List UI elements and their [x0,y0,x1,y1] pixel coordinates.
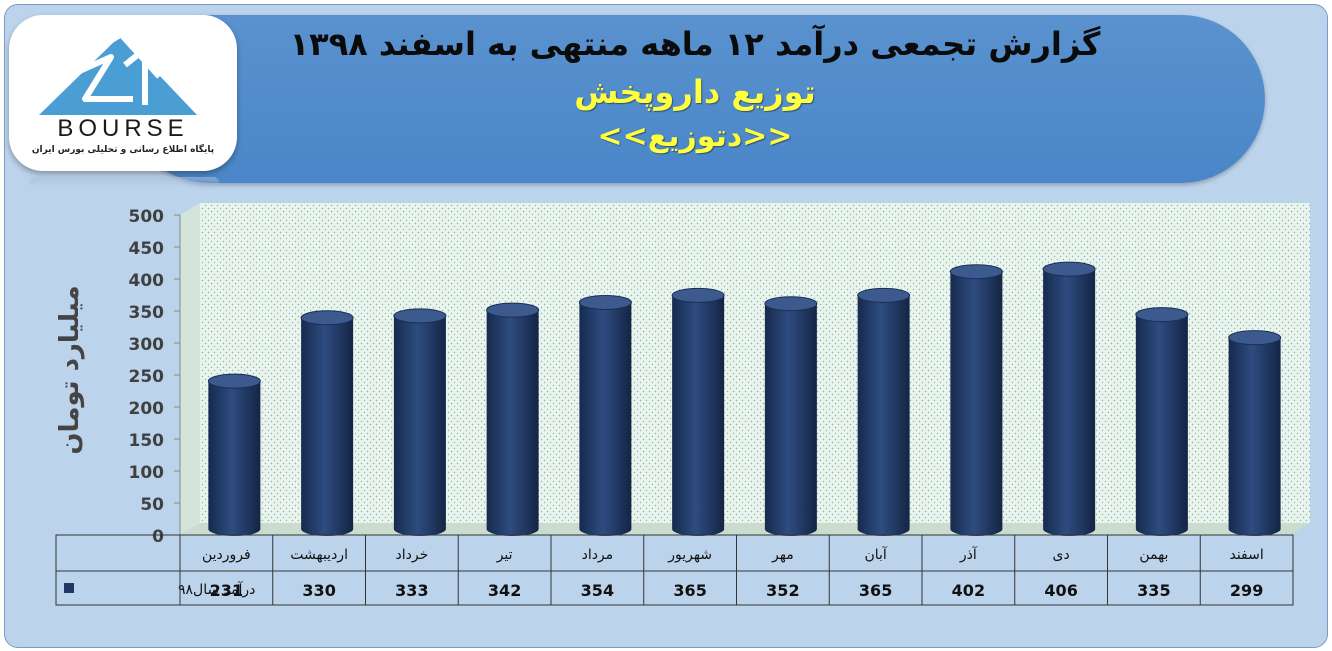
category-label: آذر [959,546,978,563]
bar-top [393,308,447,324]
data-value-label: 354 [581,581,614,600]
bar [393,315,446,536]
data-value-label: 342 [488,581,521,600]
category-label: دی [1053,547,1070,563]
bar-top [1135,307,1189,323]
category-label: مهر [771,547,794,563]
data-value-label: 365 [673,581,706,600]
logo-mark-icon [39,31,197,115]
bar [950,271,1003,537]
y-tick-label: 450 [129,239,165,259]
data-value-label: 365 [859,581,892,600]
y-tick-label: 400 [129,271,165,291]
y-tick-label: 50 [140,495,164,515]
category-label: بهمن [1139,547,1168,563]
bars [207,261,1282,537]
bar [301,317,354,537]
bar-top [486,302,540,318]
bar-top [207,373,261,389]
company-name: توزیع داروپخش [574,73,816,111]
bar [672,295,725,537]
bar [1043,269,1096,537]
legend-label: درآمد سال۹۸ [178,581,255,598]
y-axis: 0 50 100 150 200 250 300 350 400 450 500 [129,207,181,547]
data-value-label: 406 [1044,581,1077,600]
logo-wordmark: BOURSE [57,115,189,142]
bar-top [949,264,1003,280]
category-label: مرداد [582,547,614,563]
category-label: فروردین [202,547,251,563]
bar [764,303,817,537]
y-tick-label: 500 [129,207,165,227]
bar-top [300,310,354,326]
data-table: درآمد سال۹۸ فروردین 231 اردیبهشت 330 خرداد 33… [55,534,1294,606]
plot-side-wall [180,203,200,535]
y-tick-label: 150 [129,431,165,451]
legend-swatch-icon [64,583,74,593]
y-tick-label: 100 [129,463,165,483]
y-axis-label: میلیارد تومان [55,285,85,454]
bar [1228,337,1281,537]
bar [857,295,910,537]
data-table-frame [55,534,1294,606]
bar-top [578,294,632,310]
bar [208,381,261,537]
data-value-label: 352 [766,581,799,600]
data-value-label: 330 [302,581,335,600]
y-tick-label: 200 [129,399,165,419]
category-label: اردیبهشت [290,547,348,563]
y-tick-label: 250 [129,367,165,387]
data-value-label: 333 [395,581,428,600]
data-value-label: 231 [210,581,243,600]
bar-top [857,287,911,303]
plot-floor [180,523,1310,535]
bar-top [1228,330,1282,346]
ticker-symbol: <<دتوزیع>> [597,119,793,154]
data-value-label: 335 [1137,581,1170,600]
logo-reflection [29,177,219,189]
category-label: خرداد [396,547,429,563]
bar [1135,314,1188,537]
bar [486,310,539,537]
bar-top [1042,261,1096,277]
logo: BOURSE پایگاه اطلاع رسانی و تحلیلی بورس … [9,15,237,171]
bar-top [764,296,818,312]
category-label: تیر [496,547,513,563]
logo-tagline: پایگاه اطلاع رسانی و تحلیلی بورس ایران [31,145,215,155]
data-value-label: 299 [1230,581,1263,600]
category-label: آبان [864,546,887,563]
data-value-label: 402 [952,581,985,600]
bar [579,302,632,537]
bar-top [671,287,725,303]
header-banner: گزارش تجمعی درآمد ۱۲ ماهه منتهی به اسفند… [125,15,1265,183]
plot-back-wall [200,203,1310,523]
category-label: شهریور [667,547,712,563]
y-tick-label: 300 [129,335,165,355]
y-tick-label: 0 [152,527,164,547]
category-label: اسفند [1229,547,1263,563]
report-title: گزارش تجمعی درآمد ۱۲ ماهه منتهی به اسفند… [289,25,1101,63]
y-tick-label: 350 [129,303,165,323]
